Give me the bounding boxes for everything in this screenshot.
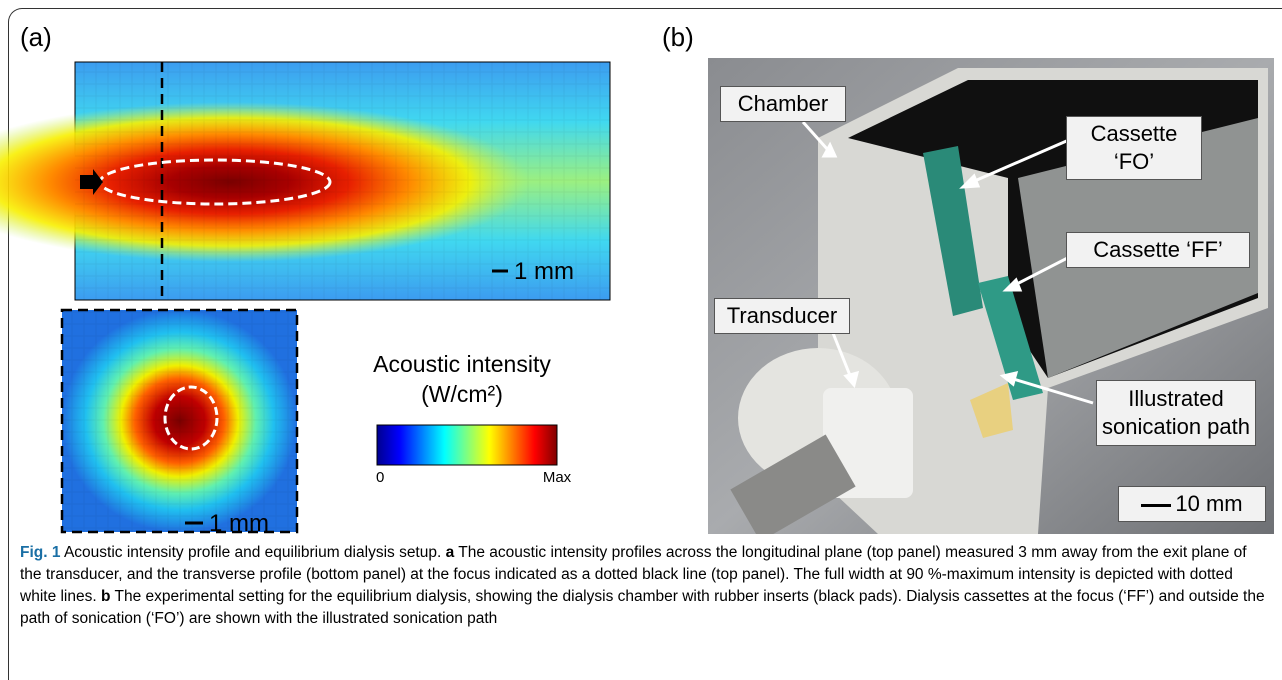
caption-title: Acoustic intensity profile and equilibri… [64,544,441,561]
transverse-heatmap [62,310,297,532]
caption: Fig. 1 Acoustic intensity profile and eq… [20,542,1270,630]
scale-label: 1 mm [209,510,269,537]
callout: Cassette ‘FF’ [1066,232,1250,268]
colorbar-title: Acoustic intensity [373,351,551,377]
scale-bar [1141,504,1171,507]
callout: Chamber [720,86,846,122]
callout: Transducer [714,298,850,334]
page: (a) (b) [0,0,1282,674]
scale-box: 10 mm [1118,486,1266,522]
caption-part-label: a [446,544,455,561]
colorbar-max: Max [543,469,572,486]
callout: Cassette ‘FO’ [1066,116,1202,180]
callout-line: sonication path [1099,413,1253,441]
caption-label: Fig. 1 [20,544,60,561]
caption-part-text: The experimental setting for the equilib… [20,588,1265,627]
colorbar-min: 0 [376,469,384,486]
scale-label: 10 mm [1175,491,1242,516]
panel-a-graphics: 1 mm 1 mm Acoustic intensity (W/cm²) 0 M… [0,0,700,540]
caption-part-label: b [101,588,110,605]
callout: Illustrated sonication path [1096,380,1256,446]
colorbar-unit: (W/cm²) [421,381,503,407]
scale-label: 1 mm [514,258,574,285]
callout-line: Illustrated [1099,385,1253,413]
colorbar [377,425,557,465]
